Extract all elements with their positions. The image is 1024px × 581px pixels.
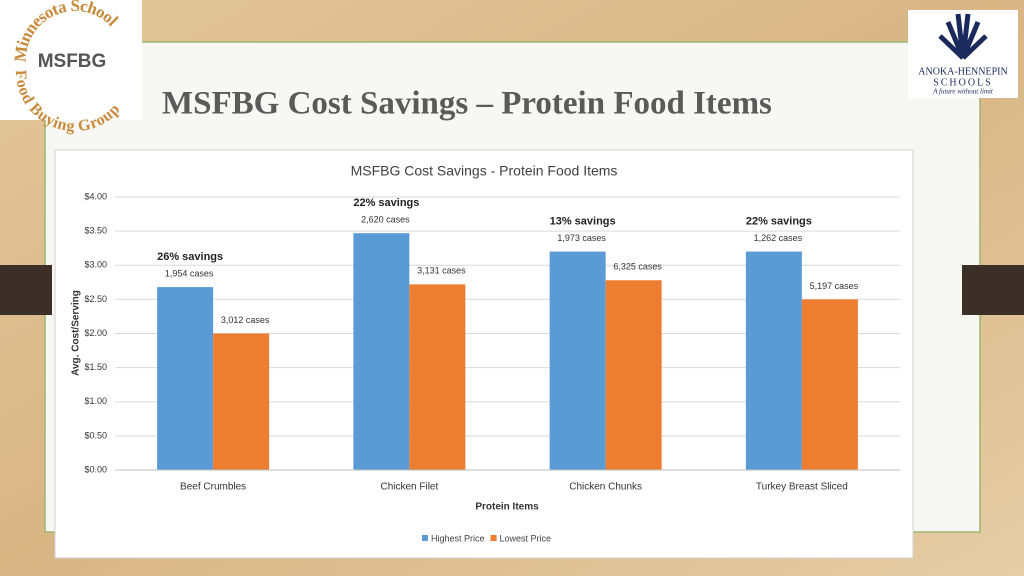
y-tick-label: $4.00 [84, 191, 107, 201]
data-label: 1,973 cases [557, 233, 606, 243]
data-label: 6,325 cases [613, 262, 662, 272]
legend-label: Highest Price [431, 533, 485, 543]
legend-swatch [490, 535, 497, 541]
x-tick-label: Turkey Breast Sliced [756, 482, 848, 493]
y-tick-label: $1.00 [84, 396, 107, 406]
bar [157, 287, 214, 470]
x-axis-label: Protein Items [475, 502, 539, 513]
logo-tagline: A future without limit [932, 88, 994, 96]
x-tick-label: Chicken Filet [380, 482, 438, 493]
y-tick-label: $3.00 [84, 260, 107, 270]
data-label: 1,954 cases [165, 268, 214, 278]
x-tick-label: Beef Crumbles [180, 482, 246, 493]
logo-center: MSFBG [38, 51, 107, 72]
legend-swatch [422, 535, 428, 541]
logo-icon [938, 13, 988, 60]
y-tick-label: $1.50 [84, 362, 107, 372]
slide-title: MSFBG Cost Savings – Protein Food Items [162, 86, 772, 122]
y-tick-label: $0.00 [84, 464, 107, 474]
bar [605, 280, 662, 470]
logo-bg [0, 0, 142, 120]
savings-annotation: 26% savings [157, 251, 223, 263]
bar [409, 284, 466, 470]
x-tick-label: Chicken Chunks [569, 482, 642, 493]
bar [213, 333, 270, 470]
savings-annotation: 22% savings [746, 216, 812, 228]
savings-annotation: 13% savings [550, 216, 616, 228]
bar [353, 233, 410, 470]
left-logo: Minnesota School Food Buying Group MSFBG [0, 0, 142, 135]
logo-name: ANOKA-HENNEPIN [918, 66, 1007, 77]
side-tab [962, 265, 1024, 315]
right-logo: ANOKA-HENNEPIN SCHOOLS A future without … [908, 10, 1018, 98]
legend-label: Lowest Price [500, 533, 552, 543]
data-label: 2,620 cases [361, 215, 410, 225]
y-tick-label: $0.50 [84, 430, 107, 440]
y-tick-label: $3.50 [84, 226, 107, 236]
y-axis-label: Avg. Cost/Serving [71, 290, 82, 376]
bar [801, 299, 858, 470]
data-label: 3,131 cases [417, 266, 466, 276]
savings-annotation: 22% savings [353, 197, 419, 209]
logo-sub: SCHOOLS [933, 77, 993, 88]
data-label: 3,012 cases [221, 315, 270, 325]
chart-title: MSFBG Cost Savings - Protein Food Items [351, 163, 618, 179]
y-tick-label: $2.50 [84, 294, 107, 304]
bar [549, 251, 606, 470]
y-tick-label: $2.00 [84, 328, 107, 338]
data-label: 5,197 cases [810, 281, 859, 291]
data-label: 1,262 cases [754, 233, 803, 243]
bar [745, 251, 802, 470]
side-tab [0, 265, 52, 315]
